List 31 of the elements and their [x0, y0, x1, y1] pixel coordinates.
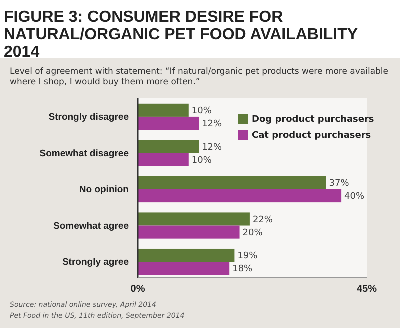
text: 22%	[252, 215, 273, 226]
y-tick-label: Somewhat disagree	[40, 148, 129, 160]
bar	[138, 190, 342, 203]
x-tick-label: 0%	[130, 284, 146, 296]
bar	[138, 116, 200, 130]
text: 12%	[202, 142, 222, 153]
bar	[138, 176, 326, 190]
x-tick-label: 45%	[356, 284, 378, 296]
text: 12%	[202, 120, 222, 130]
legend-label: Cat product purchasers	[252, 131, 372, 142]
y-tick-label: Strongly agree	[62, 257, 129, 268]
bar	[138, 248, 235, 262]
bar	[138, 104, 189, 117]
text: 37%	[329, 179, 350, 190]
legend-label: Dog product purchasers	[252, 115, 374, 126]
bar	[138, 262, 230, 276]
y-tick-label: Somewhat agree	[54, 220, 129, 232]
bar	[138, 212, 250, 226]
bar	[138, 140, 200, 154]
text: 10%	[192, 106, 212, 117]
text: 18%	[232, 264, 253, 275]
chart-subtitle: Level of agreement with statement: “If natural/organic pet products were more available where I shop, I would buy them more often.”	[10, 67, 389, 88]
y-tick-label: No opinion	[79, 184, 130, 196]
text: 20%	[242, 228, 263, 238]
bar	[138, 153, 189, 166]
chart-title: FIGURE 3: CONSUMER DESIRE FOR NATURAL/ORGANIC PET FOOD AVAILABILITY 2014	[4, 9, 358, 62]
bar	[138, 226, 240, 239]
text: 19%	[238, 252, 258, 262]
text: 10%	[192, 156, 212, 166]
y-tick-label: Strongly disagree	[48, 112, 129, 123]
text: 40%	[344, 192, 365, 202]
